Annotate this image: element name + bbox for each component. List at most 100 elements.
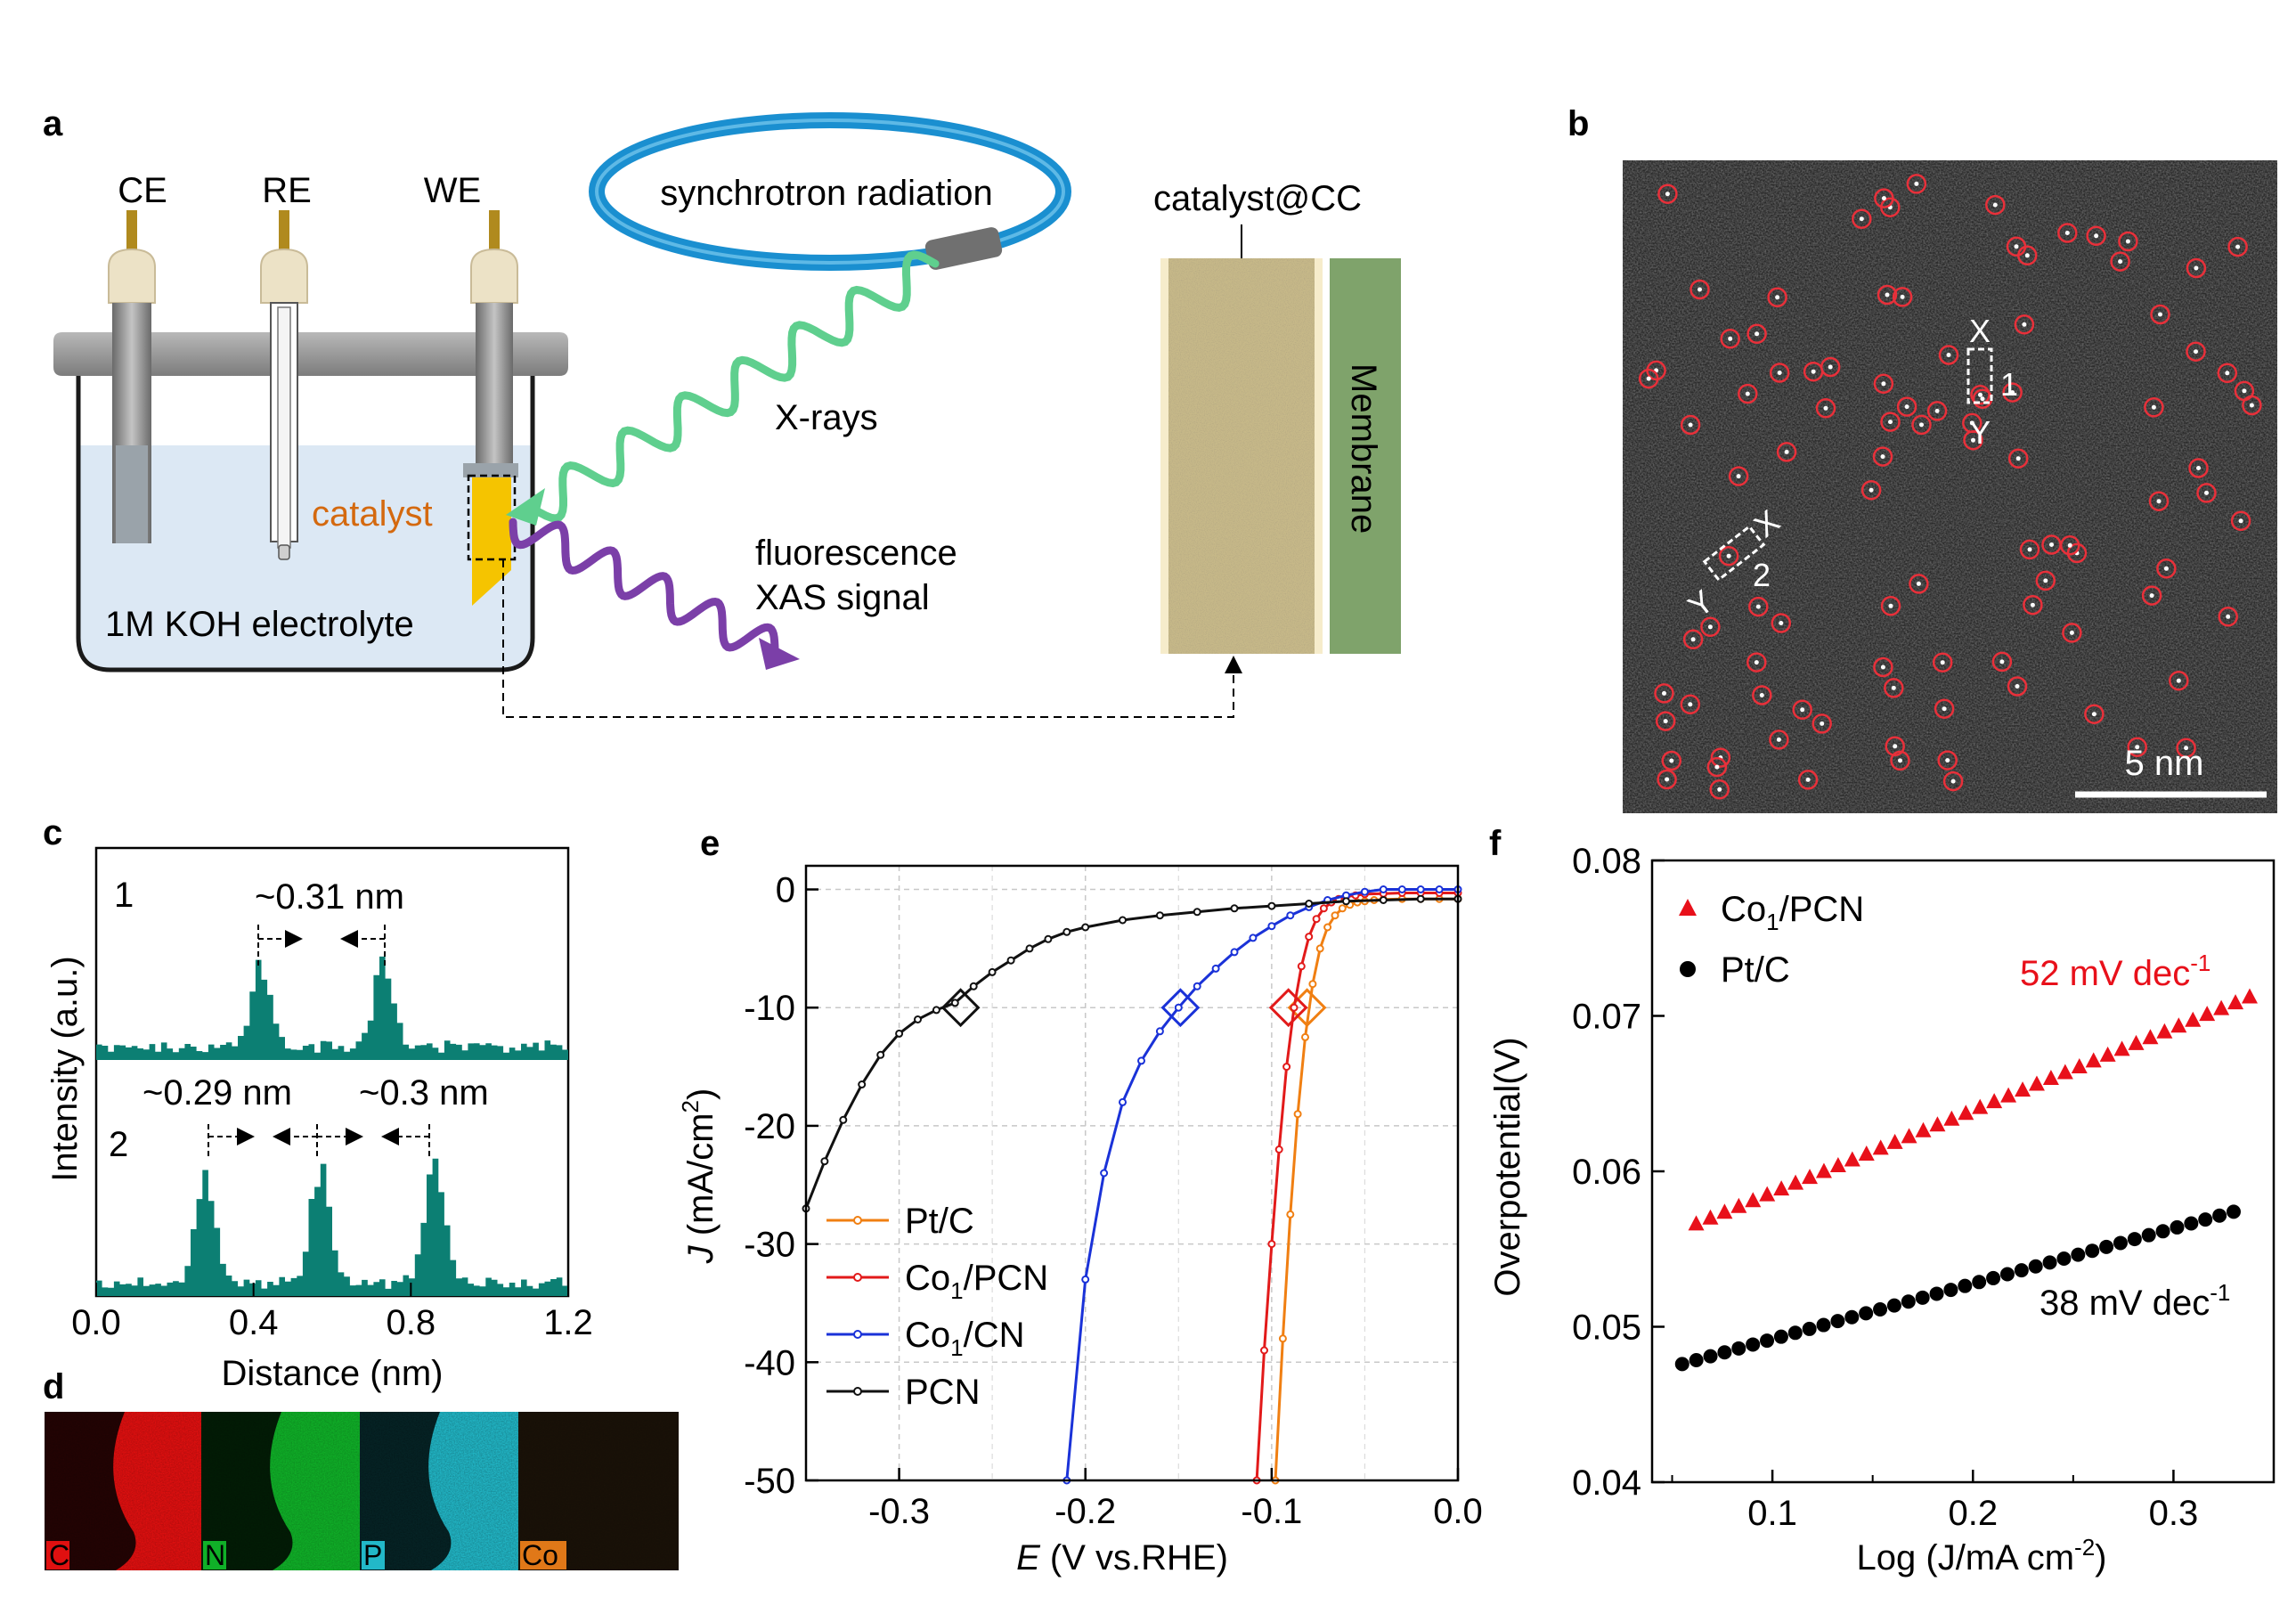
scale-bar-label: 5 nm [2125,744,2204,783]
atom-marker [2023,594,2043,615]
beaker [76,365,535,673]
data-point [2213,999,2230,1015]
atom-dot [1934,408,1940,413]
distance-1: ~0.31 nm [255,877,404,917]
map-n-label: N [205,1539,225,1571]
data-point [2184,1216,2199,1231]
data-point [2141,1227,2156,1243]
data-point [2113,1040,2130,1056]
counter-electrode [108,210,156,543]
atom-dot [2030,602,2035,607]
data-point [858,1080,867,1088]
atom-marker [1815,398,1836,419]
data-point [1416,894,1425,903]
legend-label: Co1/PCN [1721,890,1864,935]
map-co: Co [518,1412,679,1571]
y-tick-label: 0.05 [1572,1308,1641,1348]
atom-dot [2064,231,2070,235]
legend-label: Pt/C [905,1202,974,1241]
atom-dot [2194,349,2198,355]
data-point [1193,908,1201,917]
legend-marker [1680,961,1696,977]
atom-marker [2057,223,2078,243]
panel-e-legend: Pt/C Co1/PCN Co1/CN PCN [826,1202,1048,1412]
atom-dot [1784,449,1789,454]
data-point [1759,1186,1776,1202]
data-point [1397,885,1406,893]
data-point [2042,1070,2059,1086]
data-point [1873,1301,1888,1317]
atom-dot [1811,369,1816,374]
data-point [1081,1275,1090,1284]
legend-label: PCN [905,1373,980,1412]
panel-label-a: a [43,104,63,143]
atom-dot [1698,287,1702,292]
atom-marker [1710,747,1731,768]
atom-dot [1881,381,1886,387]
atom-marker [1884,678,1904,698]
atom-marker [2234,380,2255,402]
atom-marker [1797,770,1819,790]
data-point [1319,904,1328,913]
panel-f-tafel-chart: f 0.1 0.2 0.3 0.04 0.05 0.06 0.07 0.08 Co1/PCN P… [1488,824,2276,1577]
data-point [1972,1275,1987,1290]
atom-dot [2156,499,2162,504]
atom-dot [1759,693,1764,697]
data-point [1901,1128,1917,1144]
panel-e-ticks: -0.3 -0.2 -0.1 0.0 0 -10 -20 -30 -40 -50 [744,871,1483,1531]
atom-marker [1932,652,1953,673]
atom-dot [2235,244,2241,249]
atom-marker [1638,368,1659,389]
atom-dot [2163,566,2169,571]
membrane [1330,258,1401,654]
atom-marker [1885,736,1905,757]
data-point [2028,1259,2043,1274]
atom-marker [1657,769,1677,790]
data-point [2000,1087,2017,1103]
atom-dot [1662,690,1666,696]
map-c-label: C [49,1539,69,1571]
atom-marker [2186,257,2207,279]
atom-dot [2015,456,2021,461]
atom-dot [1880,664,1885,670]
atom-marker [2230,510,2251,532]
data-point [1760,1333,1775,1349]
y-tick-label: -50 [744,1462,795,1501]
atom-dot [1728,336,1733,341]
data-point [1293,1110,1302,1119]
atom-marker [1700,616,1721,638]
atom-dot [2151,404,2156,410]
data-point [1379,885,1388,893]
data-point [950,999,959,1007]
profile-2-id: 2 [109,1125,128,1164]
atom-marker [1803,361,1824,382]
atom-marker [1680,414,1701,436]
atom-marker [1706,756,1728,778]
atom-marker [1874,188,1894,208]
panel-c-line-profiles: c 1 2 ~0.31 nm ~0.29 nm ~0.3 nm 0.0 0.4 0.… [43,813,593,1393]
data-point [1915,1290,1930,1305]
data-point [1249,933,1258,942]
intensity-profile-1 [96,956,568,1060]
atom-dot [1714,764,1720,770]
atom-marker [2019,539,2040,560]
data-point [1859,1306,1874,1321]
data-point [1943,1283,1958,1298]
atom-dot [1859,216,1864,222]
panel-e-xlabel: E (V vs.RHE) [1016,1538,1228,1577]
atom-marker [2144,397,2164,418]
atom-marker [2156,558,2177,579]
atom-marker [1771,613,1792,633]
slope-label-ptc: 38 mV dec-1 [2040,1279,2230,1323]
data-point [2028,1075,2045,1091]
x-tick-label: -0.3 [868,1492,930,1531]
atom-dot [1885,292,1890,298]
atom-dot [2094,233,2099,239]
atom-dot [1888,420,1893,425]
atom-marker [2017,245,2038,266]
data-point [1297,962,1306,971]
atom-dot [2049,542,2054,547]
data-point [1435,885,1444,893]
panel-label-b: b [1567,104,1589,143]
x-tick-label: 0.0 [71,1303,121,1342]
